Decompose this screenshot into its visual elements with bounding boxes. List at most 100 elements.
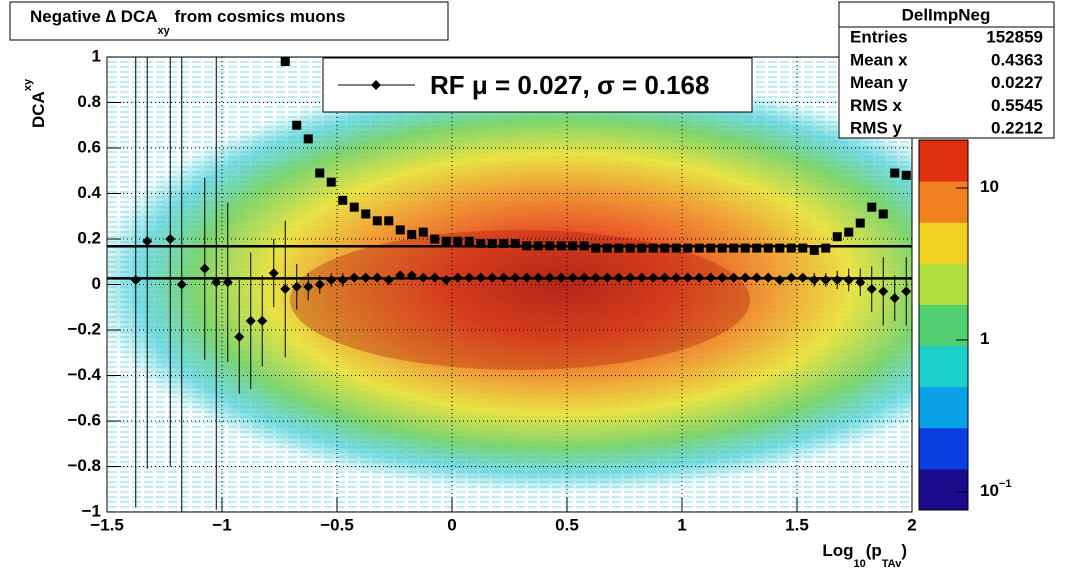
z-tick-label: 10−1 xyxy=(980,478,1011,501)
x-tick-label: −0.5 xyxy=(320,515,354,534)
y-tick-label: −0.2 xyxy=(67,319,101,338)
square-marker xyxy=(326,177,336,187)
square-marker xyxy=(407,229,417,239)
square-marker xyxy=(671,243,681,253)
diamond-marker xyxy=(337,274,348,285)
x-tick-label: −1.5 xyxy=(90,515,124,534)
stats-name: Mean x xyxy=(850,50,908,69)
diamond-marker xyxy=(786,272,797,283)
color-palette: 10−1 1 10 xyxy=(918,139,1011,511)
diamond-marker xyxy=(406,270,417,281)
diamond-marker xyxy=(843,274,854,285)
square-marker xyxy=(763,243,773,253)
square-marker xyxy=(821,243,831,253)
y-axis-label: DCAxy xyxy=(22,78,49,128)
diamond-marker xyxy=(855,277,866,288)
diamond-marker xyxy=(142,236,153,247)
square-marker xyxy=(280,57,290,67)
y-tick-label: −0.8 xyxy=(67,456,101,475)
square-marker xyxy=(441,236,451,246)
square-marker xyxy=(729,243,739,253)
diamond-marker xyxy=(464,272,475,283)
y-tick-label: 0 xyxy=(92,274,101,293)
diamond-marker xyxy=(728,272,739,283)
x-axis-label: Log10(pTAv) xyxy=(822,541,907,568)
square-marker xyxy=(487,239,497,249)
square-marker xyxy=(740,243,750,253)
diamond-marker xyxy=(234,331,245,342)
legend-marker xyxy=(371,80,381,90)
stats-value: 0.5545 xyxy=(991,96,1043,115)
legend-text: RF μ = 0.027, σ = 0.168 xyxy=(430,70,709,100)
stats-title: DelImpNeg xyxy=(902,5,991,24)
palette-band xyxy=(919,386,968,429)
diamond-marker xyxy=(441,274,452,285)
diamond-marker xyxy=(659,272,670,283)
square-marker xyxy=(637,243,647,253)
square-marker xyxy=(602,243,612,253)
diamond-marker xyxy=(636,272,647,283)
z-tick-base: 10 xyxy=(980,177,999,196)
diamond-marker xyxy=(257,315,268,326)
square-marker xyxy=(579,241,589,251)
square-marker xyxy=(430,234,440,244)
diamond-marker xyxy=(452,272,463,283)
stats-value: 0.4363 xyxy=(991,50,1043,69)
x-tick-label: 0.5 xyxy=(555,515,579,534)
square-marker xyxy=(683,243,693,253)
square-marker xyxy=(844,227,854,237)
diamond-marker xyxy=(705,272,716,283)
legend-part: 0.168 xyxy=(644,70,709,100)
z-tick-label: 1 xyxy=(980,329,989,348)
diamond-marker xyxy=(671,272,682,283)
square-marker xyxy=(648,243,658,253)
diamond-marker xyxy=(429,272,440,283)
stats-value: 0.2212 xyxy=(991,119,1043,138)
diamond-marker xyxy=(648,272,659,283)
y-tick-label: 0.4 xyxy=(77,183,101,202)
diamond-marker xyxy=(510,272,521,283)
square-marker xyxy=(798,243,808,253)
diamond-marker xyxy=(613,272,624,283)
palette-band xyxy=(919,427,968,470)
x-tick-label: 1.5 xyxy=(785,515,809,534)
y-tick-label: 0.2 xyxy=(77,228,101,247)
diamond-marker xyxy=(372,272,383,283)
square-marker xyxy=(292,120,302,130)
stats-name: Mean y xyxy=(850,73,908,92)
stats-value: 0.0227 xyxy=(991,73,1043,92)
diamond-marker xyxy=(717,272,728,283)
diamond-marker xyxy=(901,286,912,297)
diamond-marker xyxy=(889,293,900,304)
square-marker xyxy=(476,239,486,249)
diamond-marker xyxy=(222,277,233,288)
square-marker xyxy=(522,241,532,251)
palette-band xyxy=(919,468,968,511)
diamond-marker xyxy=(866,284,877,295)
square-marker xyxy=(855,218,865,228)
diamond-marker xyxy=(349,272,360,283)
palette-band xyxy=(919,140,968,182)
diamond-marker xyxy=(832,274,843,285)
square-marker xyxy=(867,202,877,212)
diamond-marker xyxy=(130,274,141,285)
square-marker xyxy=(372,216,382,226)
diamond-marker xyxy=(682,272,693,283)
diamond-marker xyxy=(291,281,302,292)
square-marker xyxy=(349,202,359,212)
palette-band xyxy=(919,345,968,388)
legend-part: RF μ = xyxy=(430,70,517,100)
diamond-marker xyxy=(820,274,831,285)
diamond-marker xyxy=(176,279,187,290)
diamond-marker xyxy=(590,272,601,283)
diamond-marker xyxy=(751,272,762,283)
x-tick-label: 2 xyxy=(907,515,916,534)
square-marker xyxy=(694,243,704,253)
z-tick-base: 10 xyxy=(980,481,999,500)
stats-box xyxy=(838,1,1055,139)
diamond-marker xyxy=(245,315,256,326)
square-marker xyxy=(556,241,566,251)
square-marker xyxy=(510,239,520,249)
diamond-marker xyxy=(809,274,820,285)
square-marker xyxy=(625,243,635,253)
